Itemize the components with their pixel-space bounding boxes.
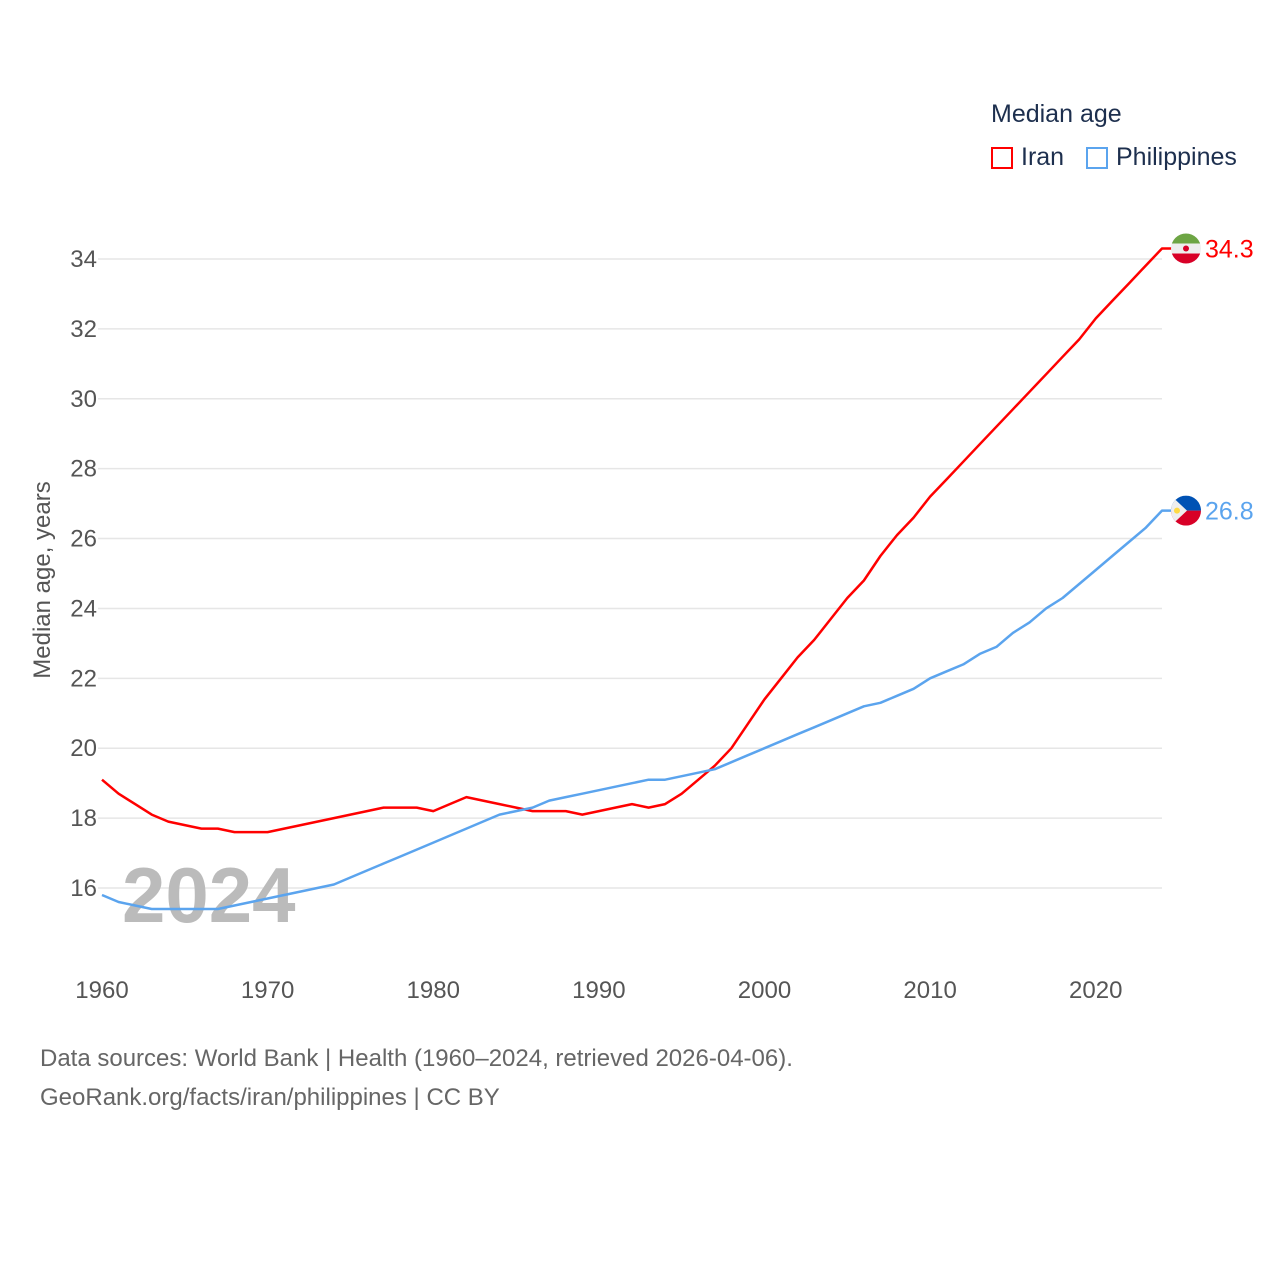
source-note: Data sources: World Bank | Health (1960–… — [40, 1045, 793, 1072]
legend-label: Philippines — [1116, 143, 1237, 171]
legend-item-philippines[interactable]: Philippines — [1086, 143, 1237, 172]
y-tick-label: 28 — [70, 456, 97, 483]
legend-title: Median age — [991, 100, 1122, 128]
iran-flag-icon — [1171, 233, 1201, 264]
series-line-iran — [101, 247, 1172, 834]
end-value-label: 26.8 — [1205, 498, 1254, 526]
legend-swatch-iran — [991, 146, 1013, 169]
legend-label: Iran — [1021, 143, 1065, 171]
y-tick-label: 20 — [70, 735, 97, 762]
y-tick-label: 34 — [70, 246, 97, 273]
year-watermark: 2024 — [122, 851, 296, 939]
y-tick-label: 18 — [70, 805, 97, 832]
legend-item-iran[interactable]: Iran — [991, 143, 1064, 172]
y-axis-label: Median age, years — [29, 481, 56, 678]
philippines-flag-icon — [1171, 495, 1201, 526]
x-tick-label: 2010 — [903, 977, 956, 1004]
source-link[interactable]: GeoRank.org/facts/iran/philippines | CC … — [40, 1084, 500, 1111]
y-tick-label: 16 — [70, 875, 97, 902]
x-tick-label: 1970 — [241, 977, 294, 1004]
x-tick-label: 2000 — [738, 977, 791, 1004]
y-tick-label: 24 — [70, 595, 97, 622]
end-value-label: 34.3 — [1205, 236, 1254, 264]
y-tick-label: 22 — [70, 665, 97, 692]
x-tick-label: 1990 — [572, 977, 625, 1004]
legend-swatch-philippines — [1086, 146, 1108, 169]
series-line-philippines — [101, 509, 1172, 911]
y-tick-label: 32 — [70, 316, 97, 343]
x-tick-label: 2020 — [1069, 977, 1122, 1004]
y-tick-label: 26 — [70, 526, 97, 553]
y-tick-label: 30 — [70, 386, 97, 413]
x-tick-label: 1980 — [407, 977, 460, 1004]
x-tick-label: 1960 — [75, 977, 128, 1004]
